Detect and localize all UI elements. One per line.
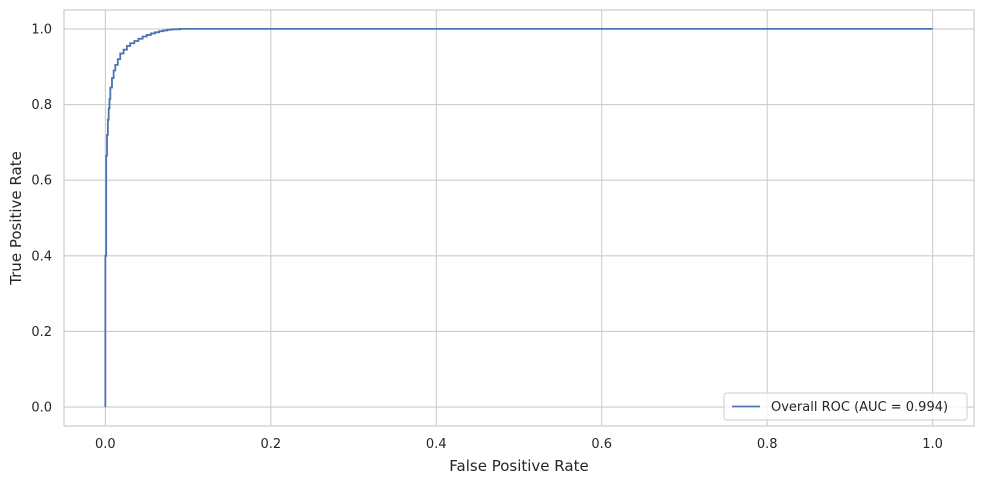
- roc-curve-line: [104, 28, 933, 408]
- legend: Overall ROC (AUC = 0.994): [723, 392, 968, 421]
- series-lines: [104, 28, 933, 408]
- x-tick-label: 0.2: [260, 437, 281, 452]
- x-tick-label: 0.8: [757, 437, 778, 452]
- plot-frame: [63, 9, 975, 427]
- x-tick-label: 0.0: [95, 437, 116, 452]
- y-tick-label: 0.6: [31, 174, 52, 189]
- y-axis-title: True Positive Rate: [7, 151, 25, 286]
- x-tick-label: 0.4: [426, 437, 447, 452]
- y-tick-label: 0.2: [31, 325, 52, 340]
- x-tick-label: 0.6: [591, 437, 612, 452]
- legend-box: [723, 392, 968, 421]
- y-tick-label: 1.0: [31, 22, 52, 37]
- y-tick-labels: 0.0 0.2 0.4 0.6 0.8 1.0: [31, 22, 52, 415]
- x-tick-label: 1.0: [922, 437, 943, 452]
- y-tick-label: 0.4: [31, 249, 52, 264]
- x-tick-labels: 0.0 0.2 0.4 0.6 0.8 1.0: [95, 437, 943, 452]
- y-tick-label: 0.0: [31, 401, 52, 416]
- x-axis-title: False Positive Rate: [449, 457, 588, 475]
- y-tick-label: 0.8: [31, 98, 52, 113]
- legend-label: Overall ROC (AUC = 0.994): [771, 400, 948, 415]
